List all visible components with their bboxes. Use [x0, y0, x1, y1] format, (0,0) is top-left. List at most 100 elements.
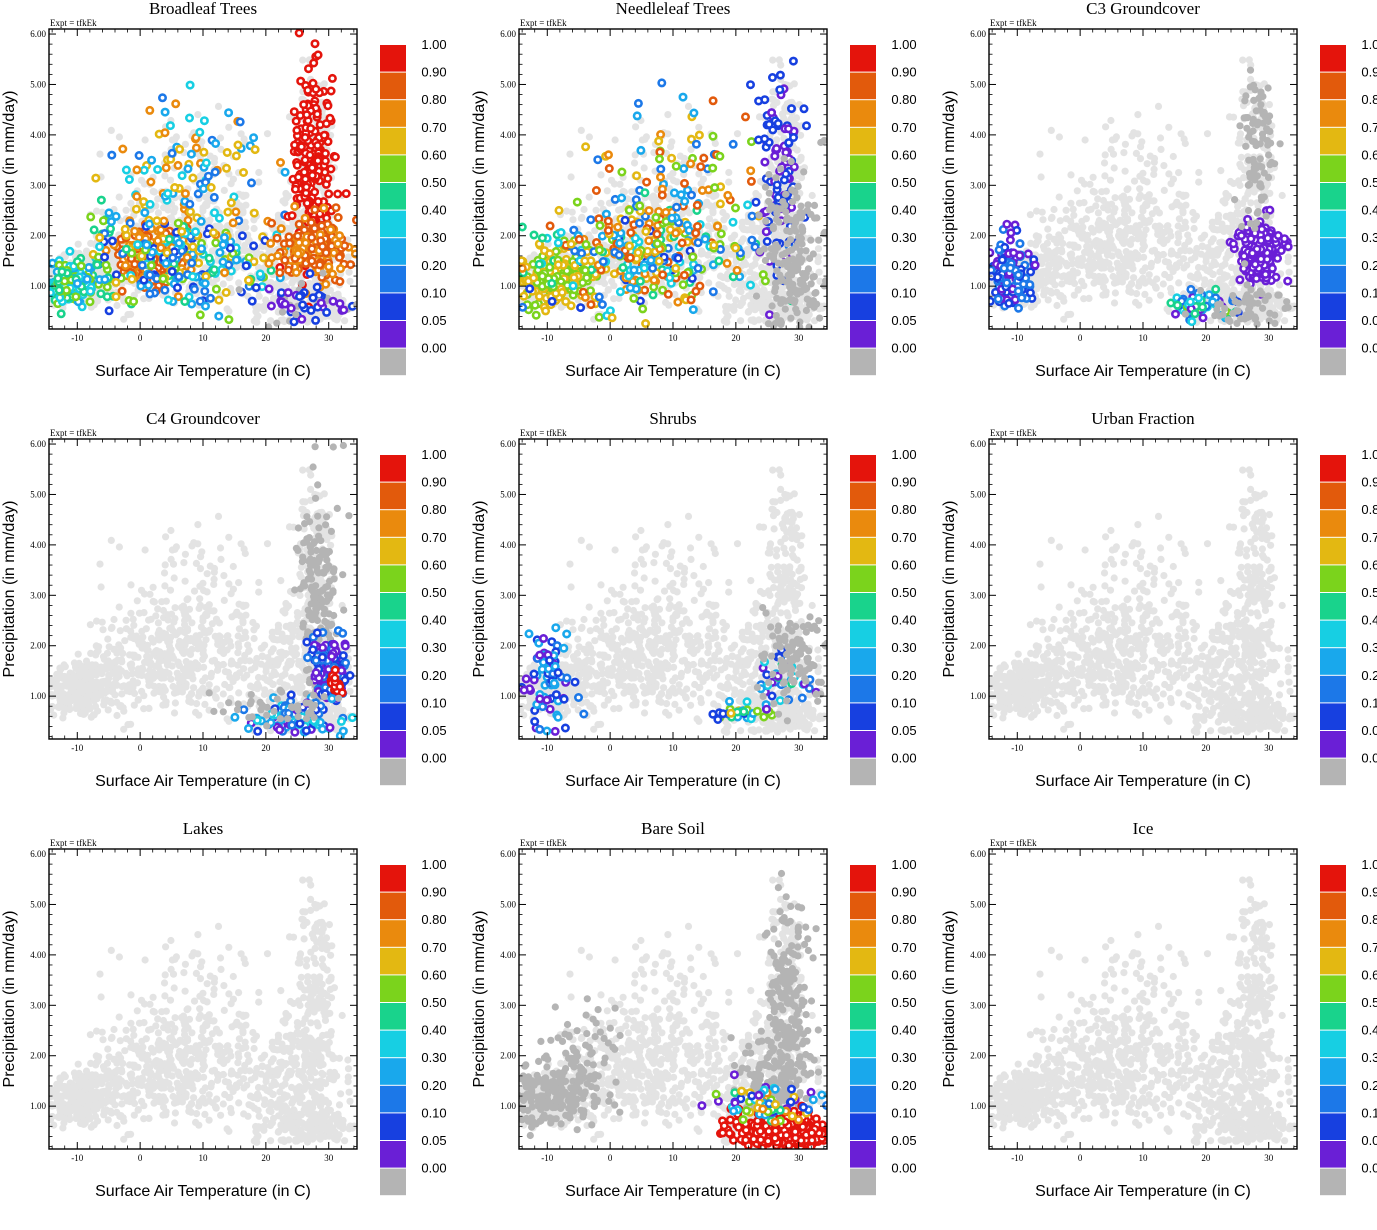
data-point [268, 220, 274, 226]
data-point [325, 175, 331, 181]
data-point [660, 272, 666, 278]
data-point [616, 252, 622, 258]
background-point [798, 154, 805, 161]
background-point [255, 169, 262, 176]
x-tick-label: 0 [138, 333, 143, 343]
data-point [266, 286, 272, 292]
data-point [734, 267, 740, 273]
background-point [563, 208, 570, 215]
data-point [327, 227, 333, 233]
background-point [586, 133, 593, 140]
data-point [539, 235, 545, 241]
data-point [185, 166, 191, 172]
data-point [96, 244, 102, 250]
data-point [127, 220, 133, 226]
data-point [274, 235, 280, 241]
data-point [189, 273, 195, 279]
data-point [756, 248, 763, 255]
data-point [311, 60, 317, 66]
data-point [774, 182, 780, 188]
colorbar-label: 0.60 [421, 147, 446, 162]
background-point [742, 261, 749, 268]
data-point [694, 202, 700, 208]
background-point [737, 317, 744, 324]
background-point [593, 207, 600, 214]
data-point [617, 289, 623, 295]
data-point [762, 97, 768, 103]
data-point [519, 304, 525, 310]
background-point [616, 181, 623, 188]
data-point [314, 142, 320, 148]
data-point [634, 113, 640, 119]
data-point [139, 262, 145, 268]
data-point [788, 105, 794, 111]
data-point [252, 146, 258, 152]
background-point [815, 245, 822, 252]
data-point [87, 288, 93, 294]
colorbar-label: 0.20 [421, 258, 446, 273]
data-point [695, 265, 701, 271]
data-point [651, 277, 657, 283]
background-point [93, 208, 100, 215]
data-point [327, 115, 333, 121]
data-point [337, 300, 343, 306]
data-point [617, 240, 623, 246]
data-point [609, 315, 615, 321]
data-point [134, 193, 140, 199]
data-point [807, 237, 814, 244]
data-point [101, 254, 107, 260]
y-tick-label: 6.00 [500, 29, 516, 39]
data-point [599, 233, 605, 239]
y-tick-label: 4.00 [30, 130, 46, 140]
background-point [569, 216, 576, 223]
data-point [774, 244, 781, 251]
data-point [302, 134, 308, 140]
data-point [588, 301, 594, 307]
data-point [675, 255, 681, 261]
data-point [175, 162, 181, 168]
data-point [294, 162, 300, 168]
data-point [519, 224, 525, 230]
data-point [753, 293, 760, 300]
background-point [346, 269, 353, 276]
data-point [191, 286, 197, 292]
data-point [568, 241, 574, 247]
colorbar-label: 0.50 [421, 175, 446, 190]
data-point [288, 305, 294, 311]
data-point [317, 262, 323, 268]
data-point [582, 258, 588, 264]
data-point [805, 201, 812, 208]
data-point [633, 173, 639, 179]
data-point [312, 41, 318, 47]
x-tick-label: 20 [731, 333, 741, 343]
data-point [122, 226, 128, 232]
data-point [253, 284, 259, 290]
data-point [785, 248, 792, 255]
data-point [187, 82, 193, 88]
data-point [154, 218, 160, 224]
background-point [209, 248, 216, 255]
data-point [626, 273, 632, 279]
data-point [233, 153, 239, 159]
data-point [596, 294, 602, 300]
data-point [542, 308, 548, 314]
background-point [235, 279, 242, 286]
data-point [699, 187, 705, 193]
data-point [198, 218, 204, 224]
data-point [533, 312, 539, 318]
colorbar-label: 0.00 [421, 341, 446, 356]
data-point [59, 269, 65, 275]
data-point [186, 115, 192, 121]
data-point [337, 265, 343, 271]
data-point [97, 234, 103, 240]
data-point [636, 220, 642, 226]
data-point [134, 167, 140, 173]
data-point [768, 109, 774, 115]
data-point [587, 288, 593, 294]
background-point [761, 292, 768, 299]
data-point [812, 289, 819, 296]
background-point [96, 151, 103, 158]
data-point [308, 125, 314, 131]
data-point [332, 154, 338, 160]
data-point [323, 281, 329, 287]
